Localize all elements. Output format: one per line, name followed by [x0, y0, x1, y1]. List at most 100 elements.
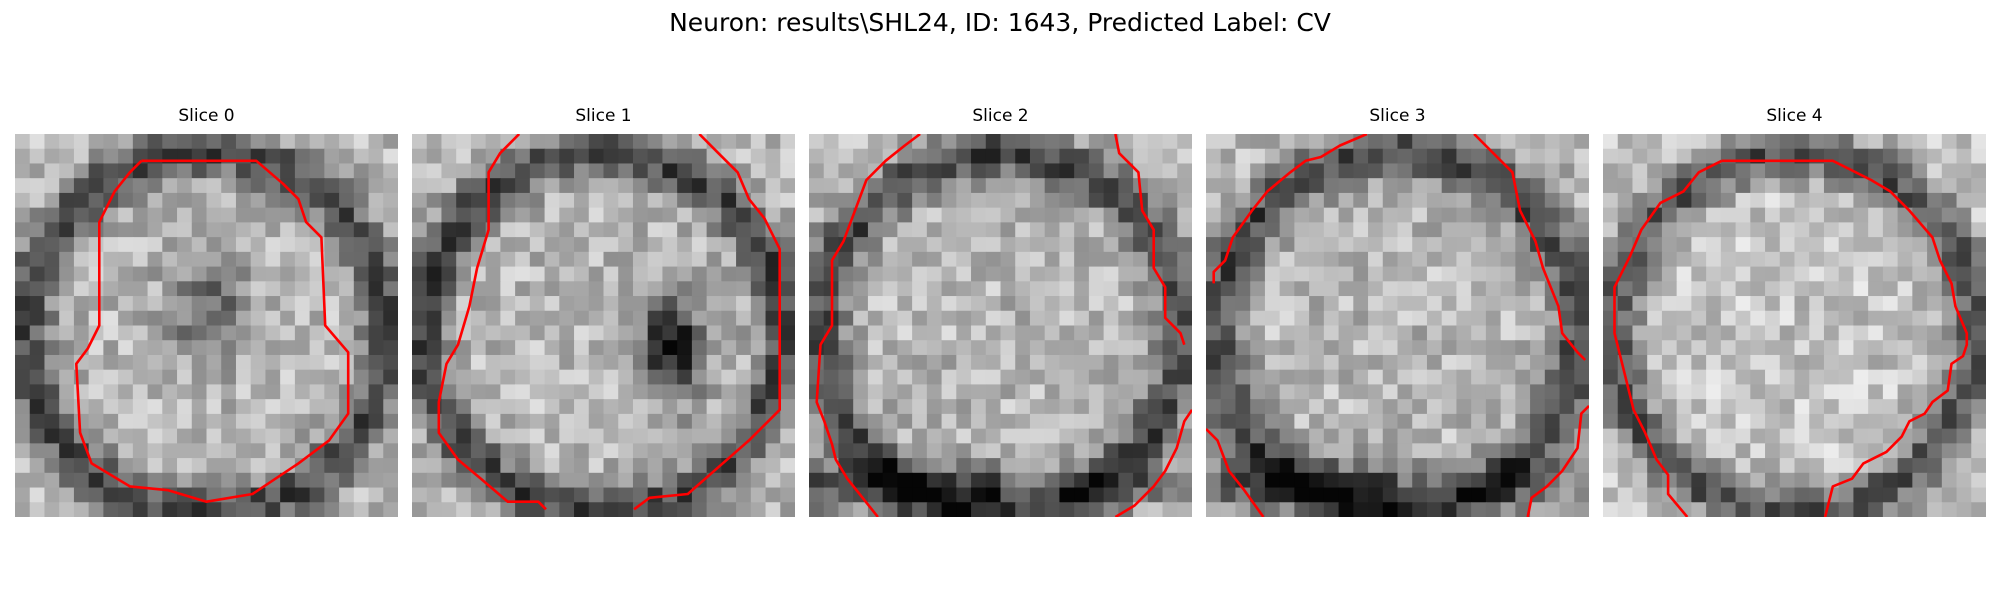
pixel [1220, 384, 1237, 400]
pixel [235, 207, 252, 223]
pixel [383, 222, 398, 238]
pixel [15, 310, 31, 327]
pixel [736, 310, 752, 327]
pixel [324, 310, 340, 327]
pixel [618, 237, 634, 253]
pixel [456, 413, 472, 430]
pixel [823, 178, 840, 194]
pixel [867, 354, 884, 371]
pixel [1956, 163, 1972, 179]
pixel [191, 207, 208, 223]
pixel [1426, 340, 1443, 356]
pixel [662, 502, 678, 517]
pixel [1515, 413, 1531, 430]
pixel [1147, 134, 1164, 150]
pixel [1941, 502, 1958, 517]
pixel [780, 178, 795, 194]
pixel [1632, 163, 1648, 179]
pixel [706, 192, 722, 209]
pixel [544, 340, 560, 356]
pixel [1426, 413, 1443, 430]
pixel [1647, 192, 1663, 209]
pixel [985, 354, 1002, 371]
pixel [1000, 192, 1016, 209]
pixel [1147, 428, 1164, 444]
pixel [1441, 472, 1458, 489]
pixel [574, 487, 590, 503]
pixel [1353, 222, 1369, 238]
pixel [780, 148, 795, 165]
pixel [1515, 487, 1531, 503]
pixel [1338, 296, 1354, 312]
pixel [1118, 487, 1134, 503]
pixel [1485, 251, 1502, 268]
pixel [1397, 325, 1413, 341]
pixel [897, 148, 913, 165]
pixel [88, 310, 104, 327]
pixel [1500, 413, 1516, 430]
pixel [1927, 134, 1943, 150]
pixel [1000, 487, 1016, 503]
pixel [941, 487, 957, 503]
pixel [603, 192, 619, 209]
pixel [1750, 222, 1766, 238]
pixel [1250, 296, 1266, 312]
pixel [309, 472, 325, 489]
pixel [1382, 458, 1399, 474]
pixel [500, 310, 516, 327]
pixel [1500, 340, 1516, 356]
pixel [1250, 399, 1266, 415]
pixel [383, 413, 398, 430]
pixel [1838, 369, 1855, 386]
pixel [1103, 325, 1119, 341]
pixel [882, 443, 898, 459]
pixel [1044, 207, 1061, 223]
pixel [1220, 354, 1237, 371]
pixel [1441, 148, 1458, 165]
pixel [721, 192, 737, 209]
pixel [515, 134, 531, 150]
pixel [1456, 399, 1472, 415]
pixel [1044, 443, 1061, 459]
pixel [603, 458, 619, 474]
pixel [412, 148, 428, 165]
pixel [677, 443, 693, 459]
pixel [353, 502, 370, 517]
pixel [721, 354, 737, 371]
pixel [1912, 296, 1928, 312]
pixel [221, 443, 237, 459]
pixel [1868, 487, 1884, 503]
pixel [132, 266, 149, 282]
pixel [1456, 296, 1472, 312]
pixel [721, 428, 737, 444]
pixel [1868, 458, 1884, 474]
pixel [750, 310, 767, 327]
pixel [853, 281, 869, 297]
pixel [823, 163, 840, 179]
pixel [1206, 281, 1222, 297]
pixel [1882, 222, 1899, 238]
pixel [206, 178, 222, 194]
pixel [632, 428, 649, 444]
pixel [1382, 222, 1399, 238]
pixel [221, 384, 237, 400]
pixel [882, 266, 898, 282]
pixel [941, 369, 957, 386]
pixel [29, 237, 46, 253]
pixel [162, 207, 178, 223]
pixel [1353, 502, 1369, 517]
pixel [618, 163, 634, 179]
pixel [750, 296, 767, 312]
pixel [1368, 443, 1384, 459]
pixel [1133, 428, 1149, 444]
pixel [559, 266, 575, 282]
pixel [1279, 354, 1295, 371]
pixel [603, 222, 619, 238]
pixel [294, 413, 311, 430]
pixel [603, 325, 619, 341]
pixel [1235, 237, 1251, 253]
pixel [383, 340, 398, 356]
pixel [1868, 134, 1884, 150]
pixel [15, 134, 31, 150]
pixel [339, 296, 355, 312]
